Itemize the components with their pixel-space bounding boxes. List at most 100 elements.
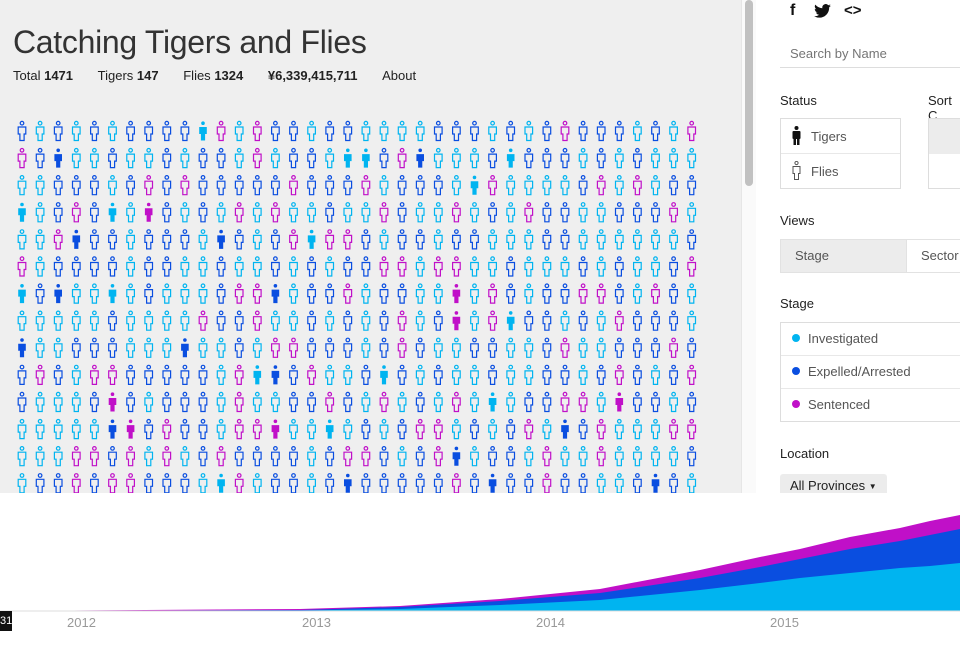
fly-person-icon[interactable] — [687, 256, 697, 277]
fly-person-icon[interactable] — [614, 418, 624, 440]
fly-person-icon[interactable] — [53, 473, 63, 493]
tiger-person-icon[interactable] — [108, 284, 117, 304]
fly-person-icon[interactable] — [433, 120, 443, 142]
status-option-tigers[interactable]: Tigers — [792, 126, 847, 145]
view-stage-button[interactable]: Stage — [780, 239, 907, 273]
timeline[interactable]: 2012 2013 2014 2015 — [0, 493, 960, 649]
fly-person-icon[interactable] — [415, 446, 425, 467]
fly-person-icon[interactable] — [198, 418, 208, 440]
fly-person-icon[interactable] — [488, 310, 498, 331]
fly-person-icon[interactable] — [126, 229, 135, 250]
fly-person-icon[interactable] — [415, 418, 425, 440]
fly-person-icon[interactable] — [361, 391, 371, 413]
fly-person-icon[interactable] — [415, 337, 425, 358]
fly-person-icon[interactable] — [361, 418, 371, 440]
fly-person-icon[interactable] — [198, 229, 208, 250]
fly-person-icon[interactable] — [633, 147, 642, 169]
fly-person-icon[interactable] — [560, 337, 570, 358]
fly-person-icon[interactable] — [379, 337, 389, 358]
fly-person-icon[interactable] — [633, 310, 642, 331]
fly-person-icon[interactable] — [325, 229, 335, 250]
fly-person-icon[interactable] — [108, 120, 117, 142]
fly-person-icon[interactable] — [451, 473, 461, 493]
fly-person-icon[interactable] — [307, 283, 317, 304]
fly-person-icon[interactable] — [651, 310, 660, 331]
fly-person-icon[interactable] — [325, 391, 335, 413]
fly-person-icon[interactable] — [379, 147, 389, 169]
fly-person-icon[interactable] — [126, 337, 135, 358]
fly-person-icon[interactable] — [361, 229, 371, 250]
fly-person-icon[interactable] — [633, 364, 642, 385]
fly-person-icon[interactable] — [361, 473, 371, 493]
fly-person-icon[interactable] — [578, 229, 588, 250]
fly-person-icon[interactable] — [35, 229, 45, 250]
fly-person-icon[interactable] — [90, 174, 99, 196]
fly-person-icon[interactable] — [144, 310, 154, 331]
fly-person-icon[interactable] — [198, 202, 208, 223]
fly-person-icon[interactable] — [614, 446, 624, 467]
fly-person-icon[interactable] — [488, 147, 498, 169]
fly-person-icon[interactable] — [162, 283, 172, 304]
fly-person-icon[interactable] — [379, 310, 389, 331]
fly-person-icon[interactable] — [560, 391, 570, 413]
fly-person-icon[interactable] — [35, 147, 45, 169]
fly-person-icon[interactable] — [17, 446, 27, 467]
fly-person-icon[interactable] — [108, 364, 117, 385]
fly-person-icon[interactable] — [542, 446, 552, 467]
fly-person-icon[interactable] — [669, 310, 678, 331]
fly-person-icon[interactable] — [325, 310, 335, 331]
fly-person-icon[interactable] — [307, 391, 317, 413]
fly-person-icon[interactable] — [433, 446, 443, 467]
fly-person-icon[interactable] — [144, 229, 154, 250]
fly-person-icon[interactable] — [379, 418, 389, 440]
fly-person-icon[interactable] — [343, 337, 353, 358]
fly-person-icon[interactable] — [252, 418, 262, 440]
fly-person-icon[interactable] — [180, 418, 190, 440]
fly-person-icon[interactable] — [234, 337, 244, 358]
fly-person-icon[interactable] — [198, 364, 208, 385]
fly-person-icon[interactable] — [542, 147, 552, 169]
fly-person-icon[interactable] — [17, 120, 27, 142]
fly-person-icon[interactable] — [289, 174, 298, 196]
embed-icon[interactable]: <> — [844, 2, 862, 19]
fly-person-icon[interactable] — [17, 310, 27, 331]
fly-person-icon[interactable] — [397, 229, 407, 250]
fly-person-icon[interactable] — [433, 337, 443, 358]
fly-person-icon[interactable] — [578, 256, 588, 277]
fly-person-icon[interactable] — [542, 310, 552, 331]
fly-person-icon[interactable] — [90, 391, 99, 413]
fly-person-icon[interactable] — [669, 256, 678, 277]
fly-person-icon[interactable] — [144, 256, 154, 277]
fly-person-icon[interactable] — [53, 446, 63, 467]
tiger-person-icon[interactable] — [416, 148, 424, 168]
fly-person-icon[interactable] — [669, 364, 678, 385]
fly-person-icon[interactable] — [470, 337, 479, 358]
fly-person-icon[interactable] — [343, 256, 353, 277]
fly-person-icon[interactable] — [633, 256, 642, 277]
tiger-person-icon[interactable] — [253, 365, 262, 385]
fly-person-icon[interactable] — [651, 418, 660, 440]
fly-person-icon[interactable] — [71, 147, 81, 169]
fly-person-icon[interactable] — [35, 446, 45, 467]
fly-person-icon[interactable] — [108, 174, 117, 196]
fly-person-icon[interactable] — [651, 283, 660, 304]
tiger-person-icon[interactable] — [470, 175, 479, 195]
fly-person-icon[interactable] — [596, 473, 606, 493]
fly-person-icon[interactable] — [162, 147, 172, 169]
tiger-person-icon[interactable] — [18, 338, 26, 358]
fly-person-icon[interactable] — [162, 120, 172, 142]
fly-person-icon[interactable] — [108, 310, 117, 331]
fly-person-icon[interactable] — [596, 283, 606, 304]
fly-person-icon[interactable] — [596, 364, 606, 385]
view-sector-button[interactable]: Sector — [907, 239, 960, 273]
fly-person-icon[interactable] — [270, 256, 280, 277]
fly-person-icon[interactable] — [669, 202, 678, 223]
fly-person-icon[interactable] — [35, 283, 45, 304]
fly-person-icon[interactable] — [651, 147, 660, 169]
fly-person-icon[interactable] — [506, 256, 516, 277]
fly-person-icon[interactable] — [560, 256, 570, 277]
fly-person-icon[interactable] — [506, 391, 516, 413]
fly-person-icon[interactable] — [542, 202, 552, 223]
fly-person-icon[interactable] — [506, 283, 516, 304]
fly-person-icon[interactable] — [560, 283, 570, 304]
